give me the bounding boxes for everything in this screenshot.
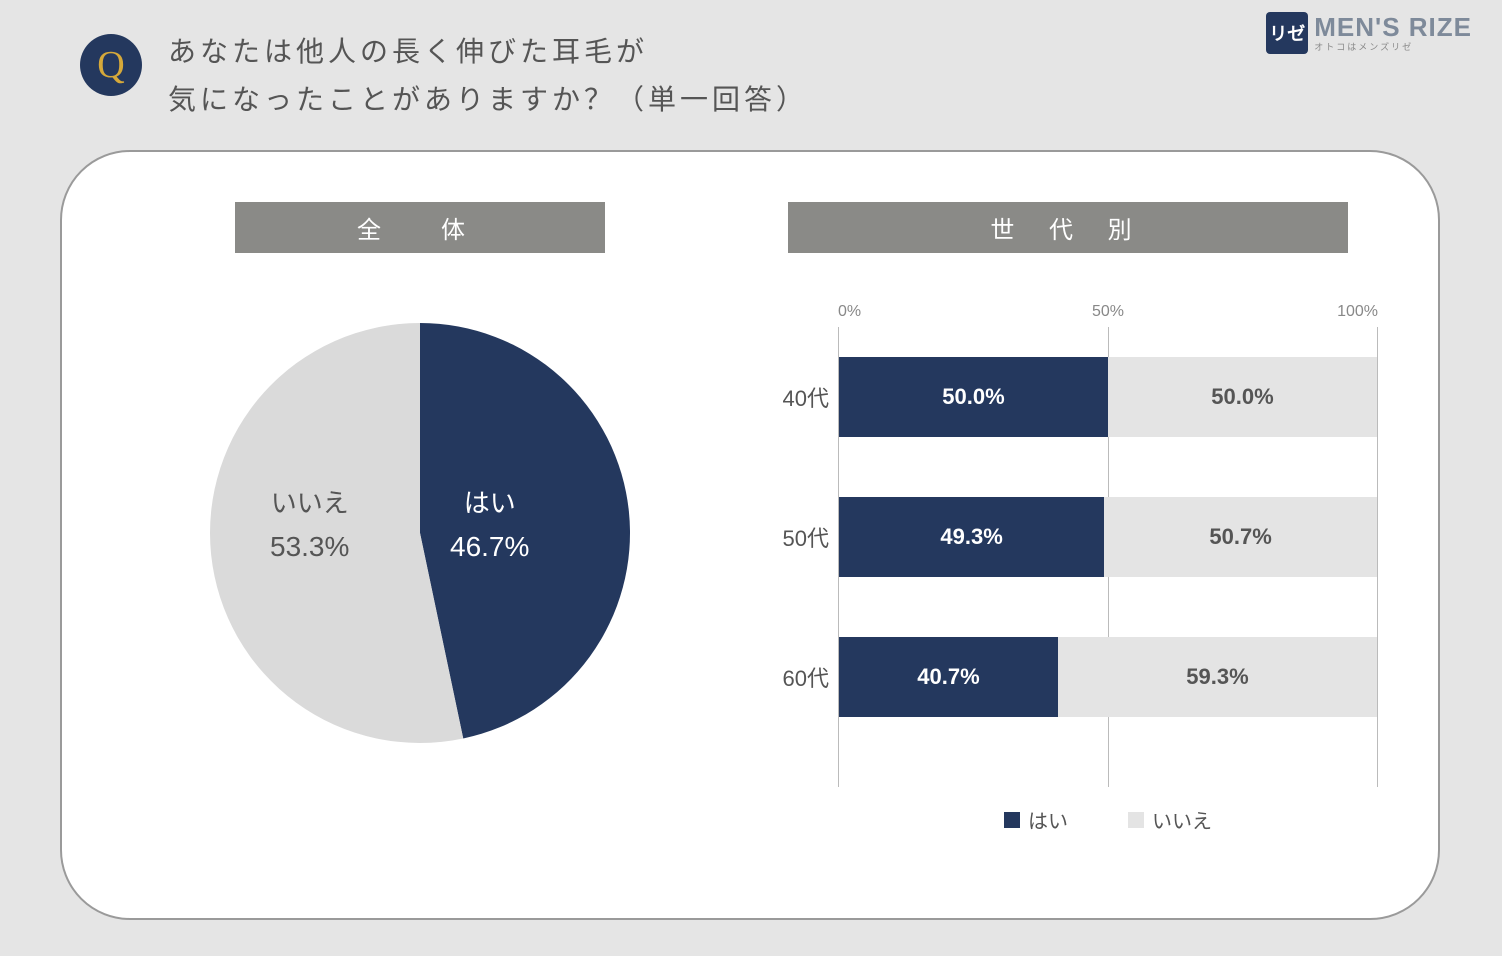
bar-row: 49.3%50.7%: [839, 497, 1377, 577]
legend-yes: はい: [1004, 805, 1068, 834]
pie-label-yes: はい 46.7%: [450, 483, 529, 569]
question-line1: あなたは他人の長く伸びた耳毛が: [168, 28, 808, 76]
legend-no-label: いいえ: [1152, 805, 1212, 834]
bar-category: 50代: [759, 497, 829, 577]
legend-yes-swatch: [1004, 812, 1020, 828]
byage-title: 世 代 別: [788, 202, 1348, 253]
brand-badge: リゼ: [1266, 12, 1308, 54]
legend-yes-label: はい: [1028, 805, 1068, 834]
pie-no-name: いいえ: [270, 483, 349, 525]
overall-title: 全 体: [235, 202, 605, 253]
brand-text: MEN'S RIZE オトコはメンズリゼ: [1314, 14, 1472, 52]
pie-no-pct: 53.3%: [270, 525, 349, 570]
bar-seg-no: 50.0%: [1108, 357, 1377, 437]
bar-row: 40.7%59.3%: [839, 637, 1377, 717]
question-badge: Q: [80, 34, 142, 96]
axis-tick-0: 0%: [838, 303, 1018, 321]
chart-card: 全 体 はい 46.7% いいえ 53.3% 世 代 別 0% 50% 100%: [60, 150, 1440, 920]
pie-chart: はい 46.7% いいえ 53.3%: [210, 323, 630, 743]
bar-area: 40代50.0%50.0%50代49.3%50.7%60代40.7%59.3%: [838, 327, 1378, 787]
axis-tick-100: 100%: [1198, 303, 1378, 321]
bar-seg-yes: 49.3%: [839, 497, 1104, 577]
byage-panel: 世 代 別 0% 50% 100% 40代50.0%50.0%50代49.3%5…: [758, 202, 1378, 878]
brand-sub: オトコはメンズリゼ: [1314, 43, 1472, 52]
bar-row: 50.0%50.0%: [839, 357, 1377, 437]
pie-yes-name: はい: [450, 483, 529, 525]
bar-legend: はい いいえ: [838, 805, 1378, 834]
bar-axis: 0% 50% 100%: [838, 303, 1378, 321]
bar-chart: 0% 50% 100% 40代50.0%50.0%50代49.3%50.7%60…: [758, 303, 1378, 834]
brand-main: MEN'S RIZE: [1314, 14, 1472, 40]
bar-category: 40代: [759, 357, 829, 437]
bar-category: 60代: [759, 637, 829, 717]
overall-panel: 全 体 はい 46.7% いいえ 53.3%: [122, 202, 718, 878]
pie-yes-pct: 46.7%: [450, 525, 529, 570]
bar-seg-yes: 50.0%: [839, 357, 1108, 437]
question-line2: 気になったことがありますか？（単一回答）: [168, 76, 808, 124]
bar-seg-yes: 40.7%: [839, 637, 1058, 717]
question-block: Q あなたは他人の長く伸びた耳毛が 気になったことがありますか？（単一回答）: [80, 28, 808, 123]
legend-no: いいえ: [1128, 805, 1212, 834]
pie-label-no: いいえ 53.3%: [270, 483, 349, 569]
axis-tick-50: 50%: [1018, 303, 1198, 321]
legend-no-swatch: [1128, 812, 1144, 828]
brand-logo: リゼ MEN'S RIZE オトコはメンズリゼ: [1266, 12, 1472, 54]
bar-seg-no: 59.3%: [1058, 637, 1377, 717]
question-text: あなたは他人の長く伸びた耳毛が 気になったことがありますか？（単一回答）: [168, 28, 808, 123]
bar-seg-no: 50.7%: [1104, 497, 1377, 577]
